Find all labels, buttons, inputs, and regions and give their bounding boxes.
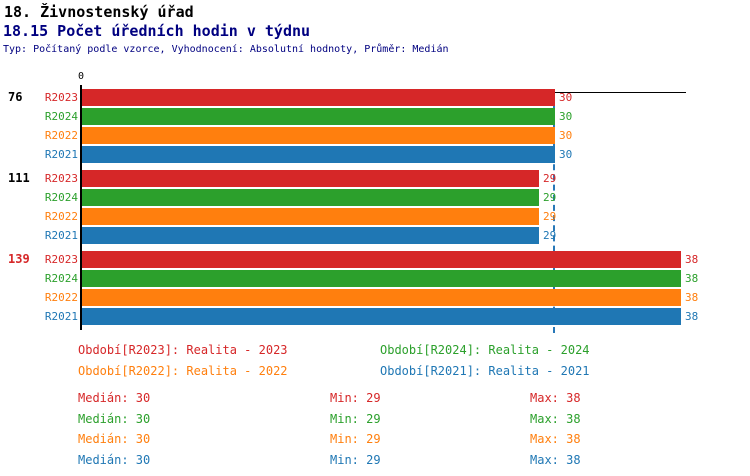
bar-row-label: R2022 [44,129,78,142]
bar [82,308,681,325]
bar [82,189,539,206]
bar-value-label: 38 [685,291,699,304]
median-line [553,93,555,333]
bar [82,227,539,244]
stat-max-r2023: Max: 38 [530,391,581,405]
bar-value-label: 29 [543,191,557,204]
stat-median-r2024: Medián: 30 [78,412,151,426]
stat-max-r2024: Max: 38 [530,412,581,426]
stat-median-r2022: Medián: 30 [78,432,151,446]
bar-row-label: R2021 [44,229,78,242]
legend-item-r2021: Období[R2021]: Realita - 2021 [380,364,590,378]
legend-item-r2024: Období[R2024]: Realita - 2024 [380,343,590,357]
bar-value-label: 30 [559,91,573,104]
page-subtitle: 18.15 Počet úředních hodin v týdnu [3,22,311,40]
stat-median-r2021: Medián: 30 [78,453,151,467]
bar [82,208,539,225]
bar [82,270,681,287]
y-axis-line [80,85,82,330]
stat-min-r2024: Min: 29 [330,412,381,426]
bar [82,251,681,268]
bar-value-label: 30 [559,148,573,161]
stat-min-r2022: Min: 29 [330,432,381,446]
bar [82,89,555,106]
bar-row-label: R2021 [44,310,78,323]
stat-min-r2021: Min: 29 [330,453,381,467]
bar-row-label: R2024 [44,110,78,123]
bar-row-label: R2023 [44,172,78,185]
bar-row-label: R2022 [44,210,78,223]
bar-value-label: 29 [543,229,557,242]
bar [82,127,555,144]
bar-row-label: R2023 [44,91,78,104]
group-label: 139 [8,252,30,266]
origin-tick-label: 0 [77,71,85,82]
bar-value-label: 38 [685,272,699,285]
bar [82,289,681,306]
group-label: 76 [8,90,23,104]
bar-row-label: R2024 [44,191,78,204]
page-title: 18. Živnostenský úřad [4,3,194,21]
bar-row-label: R2021 [44,148,78,161]
bar-value-label: 30 [559,110,573,123]
bar-row-label: R2023 [44,253,78,266]
legend-item-r2023: Období[R2023]: Realita - 2023 [78,343,288,357]
bar-value-label: 38 [685,253,699,266]
bar-row-label: R2022 [44,291,78,304]
bar-value-label: 38 [685,310,699,323]
stat-max-r2021: Max: 38 [530,453,581,467]
bar-row-label: R2024 [44,272,78,285]
stat-max-r2022: Max: 38 [530,432,581,446]
bar-value-label: 29 [543,172,557,185]
bar [82,108,555,125]
stat-min-r2023: Min: 29 [330,391,381,405]
legend-item-r2022: Období[R2022]: Realita - 2022 [78,364,288,378]
bar-value-label: 30 [559,129,573,142]
bar [82,170,539,187]
chart-meta: Typ: Počítaný podle vzorce, Vyhodnocení:… [3,44,449,55]
bar [82,146,555,163]
group-label: 111 [8,171,30,185]
stat-median-r2023: Medián: 30 [78,391,151,405]
bar-value-label: 29 [543,210,557,223]
